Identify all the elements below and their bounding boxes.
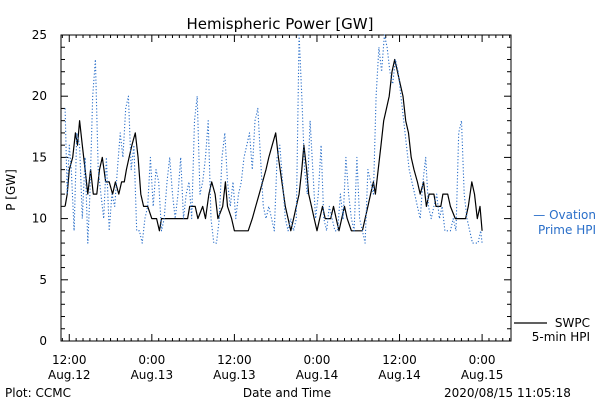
footer-plot-credit: Plot: CCMC <box>5 386 71 400</box>
x-tick-label: 12:00 <box>382 353 417 367</box>
y-axis: 0 5 10 15 20 25 <box>32 28 511 348</box>
x-tick-date-label: Aug.14 <box>296 368 339 382</box>
footer-timestamp: 2020/08/15 11:05:18 <box>444 386 571 400</box>
y-tick-label: 15 <box>32 150 47 164</box>
y-tick-label: 20 <box>32 89 47 103</box>
y-axis-label: P [GW] <box>4 169 18 211</box>
y-tick-label: 0 <box>39 334 47 348</box>
legend-ovation-line1: — Ovation <box>533 208 596 222</box>
series-line-ovation <box>64 34 483 244</box>
x-tick-label: 0:00 <box>469 353 496 367</box>
legend-ovation: — Ovation Prime HPI <box>533 208 596 237</box>
y-tick-label: 25 <box>32 28 47 42</box>
plot-border <box>60 34 512 342</box>
x-tick-label: 0:00 <box>138 353 165 367</box>
x-tick-date-label: Aug.14 <box>378 368 421 382</box>
x-tick-label: 0:00 <box>303 353 330 367</box>
series-group <box>64 34 483 244</box>
plot-frame <box>60 34 512 342</box>
x-tick-date-label: Aug.13 <box>213 368 256 382</box>
legend-swpc-line2: 5-min HPI <box>532 330 590 344</box>
x-tick-date-label: Aug.13 <box>131 368 174 382</box>
x-tick-label: 12:00 <box>217 353 252 367</box>
y-tick-label: 5 <box>39 273 47 287</box>
x-tick-label: 12:00 <box>52 353 87 367</box>
legend-swpc: SWPC 5-min HPI <box>514 316 590 344</box>
x-axis: 12:00Aug.120:00Aug.1312:00Aug.130:00Aug.… <box>48 35 511 382</box>
x-tick-date-label: Aug.15 <box>461 368 504 382</box>
series-line-swpc <box>64 58 483 232</box>
x-axis-label: Date and Time <box>243 386 331 400</box>
chart-title: Hemispheric Power [GW] <box>187 15 374 33</box>
y-tick-label: 10 <box>32 212 47 226</box>
legend-swpc-line1: SWPC <box>555 316 590 330</box>
x-tick-date-label: Aug.12 <box>48 368 91 382</box>
legend-ovation-line2: Prime HPI <box>538 223 596 237</box>
